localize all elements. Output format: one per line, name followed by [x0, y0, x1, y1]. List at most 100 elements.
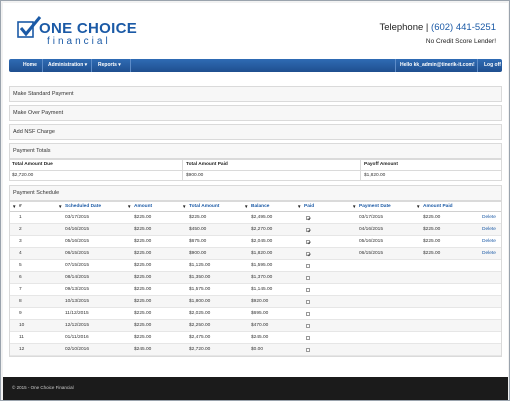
section-nsf-charge[interactable]: Add NSF Charge [9, 124, 502, 140]
row-balance: $1,145.00 [251, 287, 273, 292]
filter-icon[interactable]: ▼ [297, 204, 302, 209]
row-number: 7 [19, 287, 22, 292]
table-row: 3 05/16/2015 $225.00 $675.00 $2,045.00 05/16/… [10, 236, 501, 248]
totals-header-payoff: Payoff Amount [364, 162, 398, 167]
row-amount: $225.00 [134, 323, 152, 328]
header-amount[interactable]: Amount [134, 204, 153, 209]
nav-reports[interactable]: Reports ▾ [98, 62, 121, 68]
section-payment-schedule[interactable]: Payment Schedule [9, 185, 502, 201]
row-balance: $1,595.00 [251, 263, 273, 268]
row-amount: $225.00 [134, 263, 152, 268]
row-amount-paid: $225.00 [423, 239, 441, 244]
row-amount: $225.00 [134, 335, 152, 340]
nav-divider [91, 59, 92, 72]
table-row: 6 08/14/2015 $225.00 $1,350.00 $1,370.00 [10, 272, 501, 284]
delete-link[interactable]: Delete [482, 251, 496, 256]
filter-icon[interactable]: ▼ [352, 204, 357, 209]
header-balance[interactable]: Balance [251, 204, 270, 209]
row-scheduled-date: 05/16/2015 [65, 239, 90, 244]
logo-line1: ONE CHOICE [39, 20, 138, 37]
header-payment-date[interactable]: Payment Date [359, 204, 391, 209]
row-number: 9 [19, 311, 22, 316]
row-balance: $0.00 [251, 347, 264, 352]
header-paid[interactable]: Paid [304, 204, 315, 209]
row-total-amount: $2,720.00 [189, 347, 211, 352]
row-number: 5 [19, 263, 22, 268]
row-number: 10 [19, 323, 25, 328]
paid-checkbox[interactable] [306, 288, 310, 292]
row-total-amount: $2,475.00 [189, 335, 211, 340]
header-amount-paid[interactable]: Amount Paid [423, 204, 453, 209]
header-total-amount[interactable]: Total Amount [189, 204, 220, 209]
nav-divider [42, 59, 43, 72]
row-total-amount: $1,350.00 [189, 275, 211, 280]
row-total-amount: $675.00 [189, 239, 207, 244]
row-total-amount: $1,125.00 [189, 263, 211, 268]
filter-icon[interactable]: ▼ [244, 204, 249, 209]
row-balance: $2,045.00 [251, 239, 273, 244]
logo[interactable]: ONE CHOICE financial [17, 15, 137, 49]
row-number: 4 [19, 251, 22, 256]
delete-link[interactable]: Delete [482, 227, 496, 232]
nav-bar: Home Administration ▾ Reports ▾ Hello kk… [9, 59, 502, 72]
totals-value-paid: $900.00 [186, 173, 204, 178]
grid-header: ▼ # ▼ Scheduled Date ▼ Amount ▼ Total Am… [10, 202, 501, 212]
phone-label: Telephone | [379, 22, 429, 33]
row-total-amount: $2,025.00 [189, 311, 211, 316]
row-scheduled-date: 01/11/2016 [65, 335, 89, 340]
row-total-amount: $2,250.00 [189, 323, 211, 328]
section-over-payment[interactable]: Make Over Payment [9, 105, 502, 121]
paid-checkbox[interactable] [306, 324, 310, 328]
paid-checkbox[interactable] [306, 216, 310, 220]
row-number: 11 [19, 335, 24, 340]
filter-icon[interactable]: ▼ [12, 204, 17, 209]
nav-logoff[interactable]: Log off [484, 62, 501, 68]
nav-user[interactable]: Hello kk_admin@tinerik-it.com! [400, 62, 475, 68]
header-scheduled-date[interactable]: Scheduled Date [65, 204, 101, 209]
paid-checkbox[interactable] [306, 336, 310, 340]
section-payment-totals[interactable]: Payment Totals [9, 143, 502, 159]
section-standard-payment[interactable]: Make Standard Payment [9, 86, 502, 102]
paid-checkbox[interactable] [306, 252, 310, 256]
row-scheduled-date: 11/12/2015 [65, 311, 89, 316]
row-amount-paid: $225.00 [423, 227, 441, 232]
delete-link[interactable]: Delete [482, 215, 496, 220]
row-amount: $225.00 [134, 299, 152, 304]
totals-col-divider [360, 160, 361, 181]
filter-icon[interactable]: ▼ [127, 204, 132, 209]
nav-divider [477, 59, 478, 72]
paid-checkbox[interactable] [306, 276, 310, 280]
row-number: 1 [19, 215, 22, 220]
filter-icon[interactable]: ▼ [182, 204, 187, 209]
table-row: 10 12/12/2015 $225.00 $2,250.00 $470.00 [10, 320, 501, 332]
totals-divider [10, 170, 501, 171]
paid-checkbox[interactable] [306, 228, 310, 232]
row-number: 12 [19, 347, 25, 352]
row-balance: $470.00 [251, 323, 269, 328]
row-scheduled-date: 02/10/2016 [65, 347, 90, 352]
table-row: 12 02/10/2016 $245.00 $2,720.00 $0.00 [10, 344, 501, 356]
row-total-amount: $225.00 [189, 215, 207, 220]
row-amount: $225.00 [134, 311, 152, 316]
row-number: 8 [19, 299, 22, 304]
paid-checkbox[interactable] [306, 300, 310, 304]
paid-checkbox[interactable] [306, 240, 310, 244]
filter-icon[interactable]: ▼ [416, 204, 421, 209]
row-scheduled-date: 03/17/2015 [65, 215, 90, 220]
header-number[interactable]: # [19, 204, 22, 209]
nav-home[interactable]: Home [23, 62, 37, 68]
paid-checkbox[interactable] [306, 264, 310, 268]
row-number: 3 [19, 239, 22, 244]
row-amount: $225.00 [134, 215, 152, 220]
nav-divider [395, 59, 396, 72]
filter-icon[interactable]: ▼ [58, 204, 63, 209]
paid-checkbox[interactable] [306, 312, 310, 316]
phone-link[interactable]: (602) 441-5251 [431, 22, 496, 33]
paid-checkbox[interactable] [306, 348, 310, 352]
row-scheduled-date: 06/15/2015 [65, 251, 90, 256]
row-amount-paid: $225.00 [423, 251, 441, 256]
delete-link[interactable]: Delete [482, 239, 496, 244]
nav-administration[interactable]: Administration ▾ [48, 62, 88, 68]
table-row: 8 10/13/2015 $225.00 $1,800.00 $920.00 [10, 296, 501, 308]
